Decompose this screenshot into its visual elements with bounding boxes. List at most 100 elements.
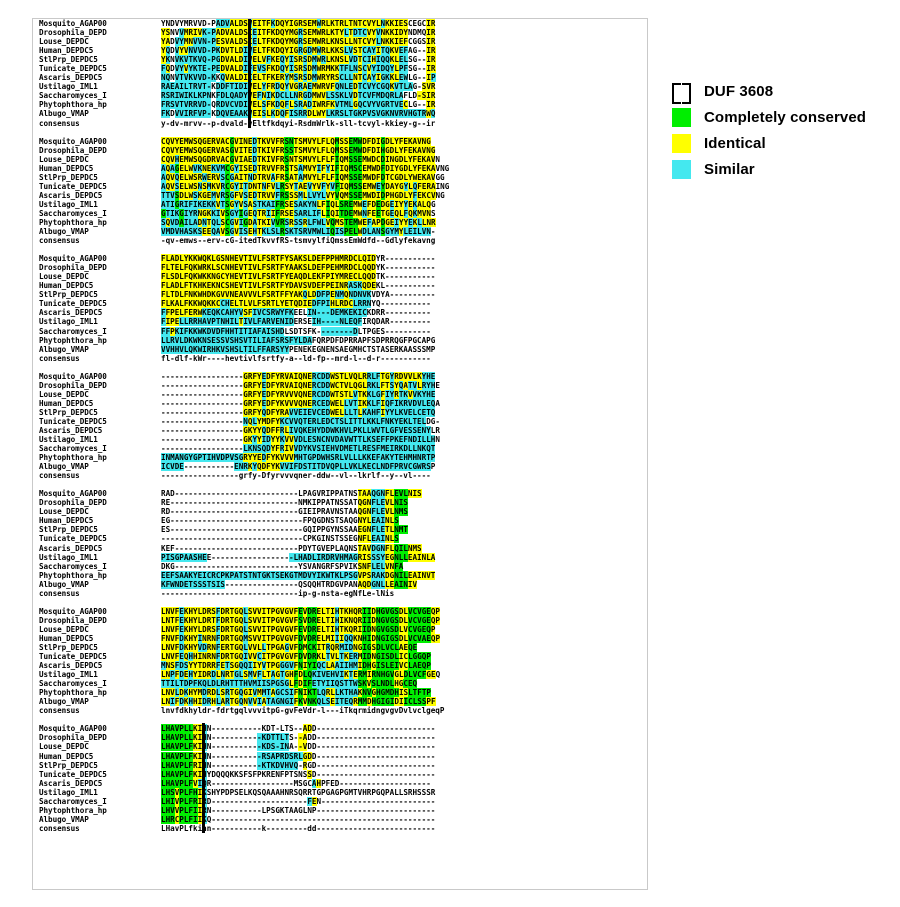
sequence-residues: ------------------LKNSQDYFRIVVDYKVSIEHVD… bbox=[161, 444, 436, 454]
completely-conserved-swatch bbox=[672, 107, 691, 127]
sequence-label: Drosophila_DEPD bbox=[39, 380, 112, 390]
sequence-residues: -----------------grfy-Dfyrvvvqner-ddw--v… bbox=[161, 471, 431, 481]
sequence-row: Saccharomyces_I LHIVPLFRIRD-------------… bbox=[39, 796, 647, 806]
sequence-residues: NQNVTVKVVD-KKQVALDIIELTFKERYMSRSDMWRYRSC… bbox=[161, 73, 436, 83]
sequence-row: Drosophila_DEPD LHAVPLLKIHN-----------KD… bbox=[39, 733, 647, 743]
sequence-residues: DKG---------------------------YSVANGRFSP… bbox=[161, 561, 404, 571]
sequence-residues: INMANGYGPTIHVDPVSGRYYEDFYKVVVMHTGPDWHSRL… bbox=[161, 453, 436, 463]
legend: DUF 3608 Completely conserved Identical Sim… bbox=[672, 78, 887, 182]
sequence-residues: YNDVYMRVVD-PADVALDSVEITFKDQYIGRSEMWRLKTR… bbox=[161, 19, 436, 28]
sequence-row: Mosquito_AGAP00 FLADLYKKWQKLGSNHEVTIVLFS… bbox=[39, 254, 647, 264]
sequence-label: consensus bbox=[39, 588, 112, 598]
consensus-row: consensus -----------------grfy-Dfyrvvvq… bbox=[39, 471, 647, 480]
sequence-row: Albugo_VMAP VMDVHASKSEEQAVSGVISEHTKLSLRS… bbox=[39, 227, 647, 237]
sequence-row: Human_DEPDC5 YQDVYVNVVD-PKDVTLDIVELTFKDQ… bbox=[39, 46, 647, 56]
sequence-label: Human_DEPDC5 bbox=[39, 398, 112, 408]
sequence-row: Saccharomyces_I ------------------LKNSQD… bbox=[39, 444, 647, 454]
sequence-residues: FLTELFQKWRKLSCNHEVTIVLFSRTFYAAKSLDEFPEHM… bbox=[161, 263, 436, 273]
sequence-row: Albugo_VMAP LNIFDKHHIDRHLARTGQNVVIATAGNG… bbox=[39, 697, 647, 707]
legend-label: Similar bbox=[704, 160, 755, 178]
sequence-label: Louse_DEPDC bbox=[39, 624, 112, 634]
legend-label: Identical bbox=[704, 134, 766, 152]
consensus-row: consensus fl-dlf-kWr----hevtivlfsrtfy-a-… bbox=[39, 354, 647, 363]
sequence-row: Tunicate_DEPDC5 FQDVYVYKTE-PEDVALDIFEVSF… bbox=[39, 64, 647, 74]
sequence-residues: EEFSAAKYEICRCPKPATSTNTGKTSEKGTMDVYIKWTKL… bbox=[161, 570, 436, 580]
sequence-residues: LHAVPLFKIHN-----------KDS-INA--VDD------… bbox=[161, 742, 436, 752]
sequence-row: StlPrp_DEPDC5 LNVFDKHYVDRNFERTGQLVVLLTPG… bbox=[39, 643, 647, 652]
sequence-row: Ascaris_DEPDC5 FFPELFERWKEQKCAHYVSFIVCSR… bbox=[39, 308, 647, 318]
sequence-row: Ustilago_IML1 PISGPAASHEE---------------… bbox=[39, 552, 647, 562]
sequence-row: Ustilago_IML1 FIPELLRRHAVPTNHILTIVLFARVE… bbox=[39, 317, 647, 327]
sequence-label: Ustilago_IML1 bbox=[39, 435, 112, 445]
sequence-label: Tunicate_DEPDC5 bbox=[39, 64, 112, 74]
sequence-row: Ascaris_DEPDC5 NQNVTVKVVD-KKQVALDIIELTFK… bbox=[39, 73, 647, 83]
sequence-label: Ustilago_IML1 bbox=[39, 787, 112, 797]
legend-item-identical: Identical bbox=[672, 130, 887, 156]
sequence-label: Ustilago_IML1 bbox=[39, 552, 112, 562]
sequence-label: Ascaris_DEPDC5 bbox=[39, 425, 112, 435]
sequence-residues: FFPKIFKKWKDVDFHHTITIAFAISHDLSDTSFK------… bbox=[161, 326, 431, 336]
sequence-label: Ustilago_IML1 bbox=[39, 317, 112, 327]
sequence-label: Tunicate_DEPDC5 bbox=[39, 416, 112, 426]
sequence-residues: FNVFDKHYINRNFDRTGQMSVVITPGVGVFDVDRELMIII… bbox=[161, 633, 441, 643]
sequence-label: Ascaris_DEPDC5 bbox=[39, 190, 112, 200]
sequence-label: Drosophila_DEPD bbox=[39, 263, 112, 273]
sequence-residues: ------------------GRFYQDFYRAVVEIEVCEDWEL… bbox=[161, 407, 436, 417]
sequence-residues: RAD---------------------------LPAGVRIPPA… bbox=[161, 489, 422, 499]
sequence-residues: AQVQELWSRWERVSCGAITNDTRVAFRSATAMVYLFLFIQ… bbox=[161, 172, 445, 182]
sequence-label: Albugo_VMAP bbox=[39, 462, 112, 472]
sequence-label: Phytophthora_hp bbox=[39, 805, 112, 815]
sequence-row: Ascaris_DEPDC5 KEF----------------------… bbox=[39, 543, 647, 553]
sequence-residues: YSNVVMRIVK-PADVALDSIEITFKDQYMGRSEMWRLKTY… bbox=[161, 28, 436, 38]
sequence-residues: ------------------NQLYMDFYKCVVQTERLEDCTS… bbox=[161, 416, 440, 426]
sequence-label: Louse_DEPDC bbox=[39, 154, 112, 164]
legend-label: DUF 3608 bbox=[704, 82, 774, 100]
sequence-label: Mosquito_AGAP00 bbox=[39, 136, 112, 146]
sequence-residues: ICVDE-----------ENRKYQDFYKVVIFDSTITDVQPL… bbox=[161, 462, 436, 472]
sequence-row: Drosophila_DEPD FLTELFQKWRKLSCNHEVTIVLFS… bbox=[39, 263, 647, 273]
sequence-residues: RAEAILTRVT-KDDFTIDIVELYFRDQYVGRAEMWRVFQN… bbox=[161, 82, 436, 92]
sequence-residues: KEF---------------------------PDYTGVEPLA… bbox=[161, 543, 422, 553]
sequence-label: Drosophila_DEPD bbox=[39, 733, 112, 743]
sequence-residues: YADVYMNVVN-PESVALDSIELTFKDQYMGRSEMWRLKNS… bbox=[161, 37, 436, 47]
sequence-label: Mosquito_AGAP00 bbox=[39, 254, 112, 264]
sequence-label: Mosquito_AGAP00 bbox=[39, 606, 112, 616]
sequence-label: Ustilago_IML1 bbox=[39, 670, 112, 680]
sequence-label: consensus bbox=[39, 706, 112, 716]
sequence-row: Ustilago_IML1 RAEAILTRVT-KDDFTIDIVELYFRD… bbox=[39, 82, 647, 92]
sequence-label: Ascaris_DEPDC5 bbox=[39, 73, 112, 83]
alignment-block: Mosquito_AGAP00 RAD---------------------… bbox=[33, 489, 647, 598]
sequence-row: Tunicate_DEPDC5 ------------------------… bbox=[39, 534, 647, 544]
sequence-residues: AQVSELWSNSMKVRCGYITDNTNFVLRSYTAEVYVFYVFI… bbox=[161, 181, 450, 191]
sequence-residues: LNVFEKHYLDRSFDRTGQLSVVITPGVGVFEVDRELTIHT… bbox=[161, 606, 441, 616]
sequence-row: Ustilago_IML1 ATIGRIFIKEKKVTSGYVSASTKAIF… bbox=[39, 199, 647, 209]
sequence-row: StlPrp_DEPDC5 FLTDLFNKWHDKGVVNEAVVVLFSRT… bbox=[39, 290, 647, 300]
sequence-label: Mosquito_AGAP00 bbox=[39, 19, 112, 28]
sequence-row: Tunicate_DEPDC5 LHAVPLFKIHYDQQQKKSFSFPKR… bbox=[39, 769, 647, 779]
sequence-residues: LNVLDKHYMDRDLSRTGQGIVMMTAGCSIFNIKTLQRLLK… bbox=[161, 688, 431, 698]
sequence-label: Louse_DEPDC bbox=[39, 742, 112, 752]
sequence-residues: FLADLYKKWQKLGSNHEVTIVLFSRTFYSAKSLDEFPPHM… bbox=[161, 254, 436, 264]
sequence-residues: CQVYEMWSQGERVASGVITEDTKIVFRSSTSMVYLFLQMS… bbox=[161, 145, 436, 155]
sequence-residues: FLTDLFNKWHDKGVVNEAVVVLFSRTFFYAKQLDDFPENM… bbox=[161, 290, 436, 300]
sequence-residues: AQAGELWVKNEKVMCGYISEDTRVVFRSTSAMVYIFYIFI… bbox=[161, 163, 450, 173]
sequence-residues: LHAVPLFVIQR------------------MSGCAHPFED-… bbox=[161, 778, 431, 788]
sequence-label: Human_DEPDC5 bbox=[39, 516, 112, 526]
sequence-residues: CQVYEMWSQGERVACGVINEDTKVVFRSNTSMVYLFLQMS… bbox=[161, 136, 431, 146]
sequence-row: Louse_DEPDC ------------------GRFYEDFYRV… bbox=[39, 389, 647, 399]
sequence-residues: ------------------GRFYEDFYKVVVQNERCEDWEL… bbox=[161, 398, 440, 408]
sequence-label: Saccharomyces_I bbox=[39, 796, 112, 806]
sequence-row: Tunicate_DEPDC5 AQVSELWSNSMKVRCGYITDNTNF… bbox=[39, 181, 647, 191]
sequence-residues: ------------------GRFYEDFYRVVVQNERCDDWTS… bbox=[161, 389, 436, 399]
sequence-row: Saccharomyces_I DKG---------------------… bbox=[39, 561, 647, 571]
sequence-label: Drosophila_DEPD bbox=[39, 28, 112, 38]
sequence-label: consensus bbox=[39, 471, 112, 481]
sequence-label: StlPrp_DEPDC5 bbox=[39, 760, 112, 770]
sequence-row: Ascaris_DEPDC5 ------------------GKYYQDF… bbox=[39, 425, 647, 435]
sequence-residues: PISGPAASHEE------------------LHADLIRDRVH… bbox=[161, 552, 436, 562]
sequence-row: Mosquito_AGAP00 ------------------GRFYED… bbox=[39, 371, 647, 381]
sequence-label: Tunicate_DEPDC5 bbox=[39, 181, 112, 191]
sequence-residues: FKDVVIRFVP-KDQVEAAKVEISLKDQFISRRDLWYLKRS… bbox=[161, 109, 436, 119]
sequence-label: Louse_DEPDC bbox=[39, 37, 112, 47]
sequence-row: Phytophthora_hp LLRVLDKWKNSESSVSHSVTILIA… bbox=[39, 335, 647, 345]
